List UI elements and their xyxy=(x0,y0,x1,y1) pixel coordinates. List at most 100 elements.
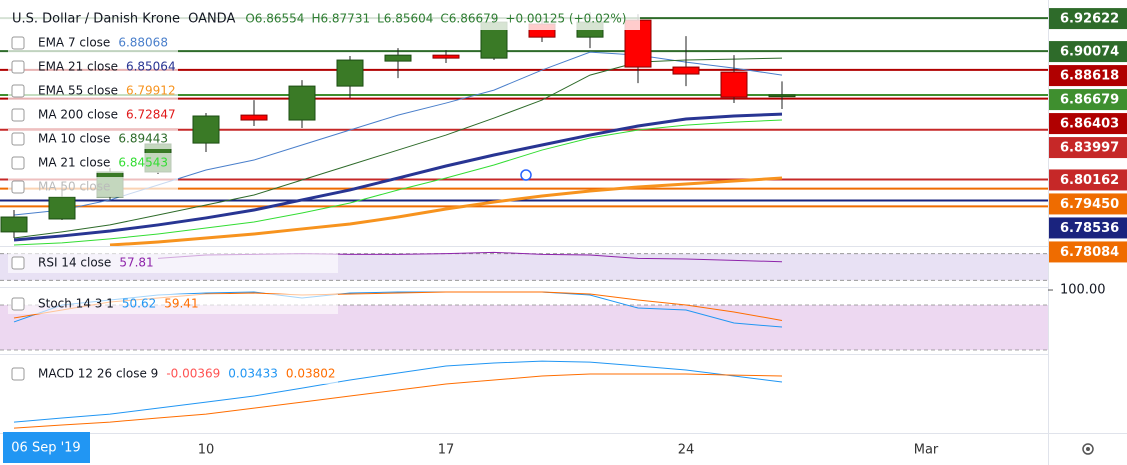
indicator-line xyxy=(13,119,783,246)
legend-bg xyxy=(8,81,178,101)
legend-bg xyxy=(8,253,338,273)
legend-bg xyxy=(8,177,178,197)
candle-body xyxy=(192,115,220,144)
legend-value: 6.89443 xyxy=(118,132,168,146)
indicator-line xyxy=(13,57,783,239)
price-label-box xyxy=(1049,137,1127,159)
candle-body xyxy=(384,54,412,62)
candle-body xyxy=(768,94,796,98)
x-tick-label: 17 xyxy=(438,443,455,458)
header-text: C6.86679 xyxy=(440,12,498,26)
price-label-box xyxy=(1049,193,1127,215)
overlay: 10 17 24 Mar 6.92622 6.90074 6.88618 6.86679 6.8… xyxy=(0,6,1127,458)
legend-bg xyxy=(8,105,178,125)
header-text: +0.00125 (+0.02%) xyxy=(505,12,626,26)
legend-value: 50.62 xyxy=(122,297,156,311)
indicator-line xyxy=(13,360,783,423)
legend-toggle[interactable] xyxy=(11,256,25,270)
legend-name: EMA 21 close xyxy=(38,60,118,74)
price-label-box xyxy=(1049,113,1127,135)
indicator-line xyxy=(13,373,783,429)
candle-body xyxy=(0,216,28,233)
legend-toggle[interactable] xyxy=(11,132,25,146)
legend-name: MA 200 close xyxy=(38,108,118,122)
price-label-box xyxy=(1049,65,1127,87)
legend-toggle[interactable] xyxy=(11,84,25,98)
legend-value: 6.88068 xyxy=(118,36,168,50)
price-label: 6.92622 xyxy=(1060,12,1119,27)
candle-body xyxy=(288,85,316,121)
gear-center xyxy=(1086,447,1090,451)
legend-value: 57.81 xyxy=(119,256,153,270)
price-label: 6.79450 xyxy=(1060,197,1119,212)
legend-bg xyxy=(8,33,178,53)
legend-name: MA 21 close xyxy=(38,156,110,170)
price-label: 6.80162 xyxy=(1060,173,1119,188)
crosshair-marker xyxy=(520,169,532,181)
legend-name: RSI 14 close xyxy=(38,256,111,270)
header-text: L6.85604 xyxy=(377,12,433,26)
legend-value: 6.72847 xyxy=(126,108,176,122)
price-label-box xyxy=(1049,41,1127,63)
legend-name: Stoch 14 3 1 xyxy=(38,297,114,311)
legend-name: MACD 12 26 close 9 xyxy=(38,367,158,381)
legend-bg xyxy=(8,364,338,384)
price-label-box xyxy=(1049,89,1127,111)
crosshair-date-box xyxy=(3,432,90,463)
header-text: O6.86554 xyxy=(245,12,304,26)
price-label: 6.86403 xyxy=(1060,117,1119,132)
legend-toggle[interactable] xyxy=(11,60,25,74)
legend-value: 6.79912 xyxy=(126,84,176,98)
legend-toggle[interactable] xyxy=(11,367,25,381)
legend-toggle[interactable] xyxy=(11,156,25,170)
price-label-box xyxy=(1049,169,1127,191)
price-label: 6.78084 xyxy=(1060,245,1119,260)
indicator-line xyxy=(13,112,783,242)
legend-value: 6.85064 xyxy=(126,60,176,74)
x-tick-label: 24 xyxy=(678,443,695,458)
legend-toggle[interactable] xyxy=(11,180,25,194)
legend-name: EMA 55 close xyxy=(38,84,118,98)
legend-value: 6.84543 xyxy=(118,156,168,170)
legend-name: MA 10 close xyxy=(38,132,110,146)
price-label: 6.83997 xyxy=(1060,141,1119,156)
legend-bg xyxy=(8,153,178,173)
candle-body xyxy=(432,54,460,59)
price-label-box xyxy=(1049,241,1127,263)
legend-bg xyxy=(8,294,338,314)
legend-value: -0.00369 xyxy=(166,367,220,381)
candle-body xyxy=(48,196,76,220)
legend-bg xyxy=(8,57,178,77)
indicator-line xyxy=(109,176,783,247)
price-label: 6.90074 xyxy=(1060,45,1119,60)
legend-toggle[interactable] xyxy=(11,297,25,311)
legend-name: MA 50 close xyxy=(38,180,110,194)
legend-name: EMA 7 close xyxy=(38,36,110,50)
legend-value: 59.41 xyxy=(164,297,198,311)
gear[interactable] xyxy=(1082,443,1094,455)
candle-body xyxy=(240,114,268,121)
x-tick-label: 10 xyxy=(198,443,215,458)
x-tick-label: Mar xyxy=(914,443,939,458)
legend-toggle[interactable] xyxy=(11,36,25,50)
header-text: OANDA xyxy=(188,12,235,27)
legend-bg xyxy=(8,129,178,149)
legend-value: 0.03802 xyxy=(286,367,336,381)
price-label-box xyxy=(1049,8,1127,30)
price-label-box xyxy=(1049,217,1127,239)
header-text: U.S. Dollar / Danish Krone xyxy=(12,12,180,27)
price-label: 6.86679 xyxy=(1060,93,1119,108)
legend-toggle[interactable] xyxy=(11,108,25,122)
candle-body xyxy=(336,59,364,87)
header-bg xyxy=(0,6,640,30)
crosshair-date: 06 Sep '19 xyxy=(11,441,80,456)
settings-icon[interactable] xyxy=(1082,443,1094,455)
price-label: 6.78536 xyxy=(1060,221,1119,236)
candle-body xyxy=(672,66,700,75)
price-label: 6.88618 xyxy=(1060,69,1119,84)
legend-value: 0.03433 xyxy=(228,367,278,381)
header-text: H6.87731 xyxy=(311,12,370,26)
y-tick-label: 100.00 xyxy=(1060,283,1106,298)
